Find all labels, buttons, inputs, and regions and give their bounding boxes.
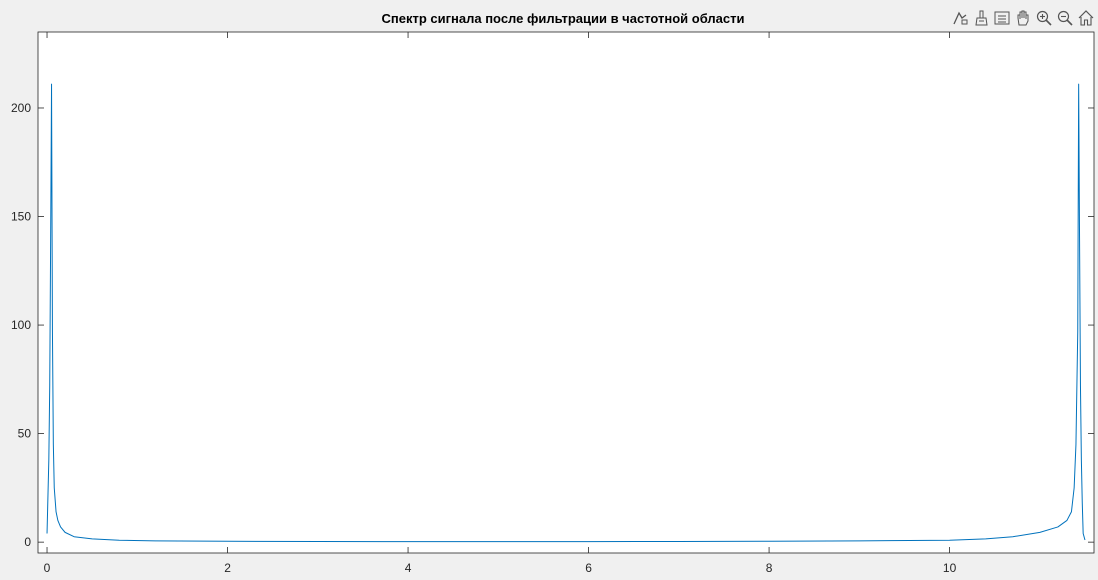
x-tick-label: 0	[44, 561, 51, 575]
spectrum-line-group	[46, 83, 1086, 543]
x-tick-label: 10	[943, 561, 957, 575]
axes-toolbar	[950, 8, 1096, 28]
axes-box	[37, 31, 1095, 554]
x-tick-label: 8	[766, 561, 773, 575]
zoom-out-button[interactable]	[1055, 8, 1075, 28]
zoom-in-button[interactable]	[1034, 8, 1054, 28]
data-tips-icon	[953, 11, 968, 25]
zoom-in-icon	[1036, 10, 1052, 26]
y-tick-label: 100	[11, 318, 31, 332]
chart-title: Спектр сигнала после фильтрации в частот…	[381, 11, 744, 26]
home-icon	[1078, 10, 1094, 26]
brush-icon	[975, 10, 988, 26]
home-button[interactable]	[1076, 8, 1096, 28]
y-tick-label: 0	[24, 535, 31, 549]
x-tick-label: 2	[224, 561, 231, 575]
axes-background	[38, 32, 1094, 553]
y-tick-label: 150	[11, 210, 31, 224]
pan-button[interactable]	[1013, 8, 1033, 28]
x-tick-label: 6	[585, 561, 592, 575]
brush-button[interactable]	[971, 8, 991, 28]
spectrum-series-line	[46, 83, 1086, 543]
x-tick-label: 4	[405, 561, 412, 575]
x-axis-ticks: 0 2 4 6 8 10	[44, 32, 957, 575]
y-tick-label: 200	[11, 101, 31, 115]
pan-icon	[1017, 10, 1029, 26]
data-tips-button[interactable]	[950, 8, 970, 28]
y-tick-label: 50	[18, 427, 32, 441]
y-axis-ticks: 0 50 100 150 200	[11, 101, 1094, 549]
legend-button[interactable]	[992, 8, 1012, 28]
legend-icon	[994, 11, 1010, 25]
zoom-out-icon	[1057, 10, 1073, 26]
